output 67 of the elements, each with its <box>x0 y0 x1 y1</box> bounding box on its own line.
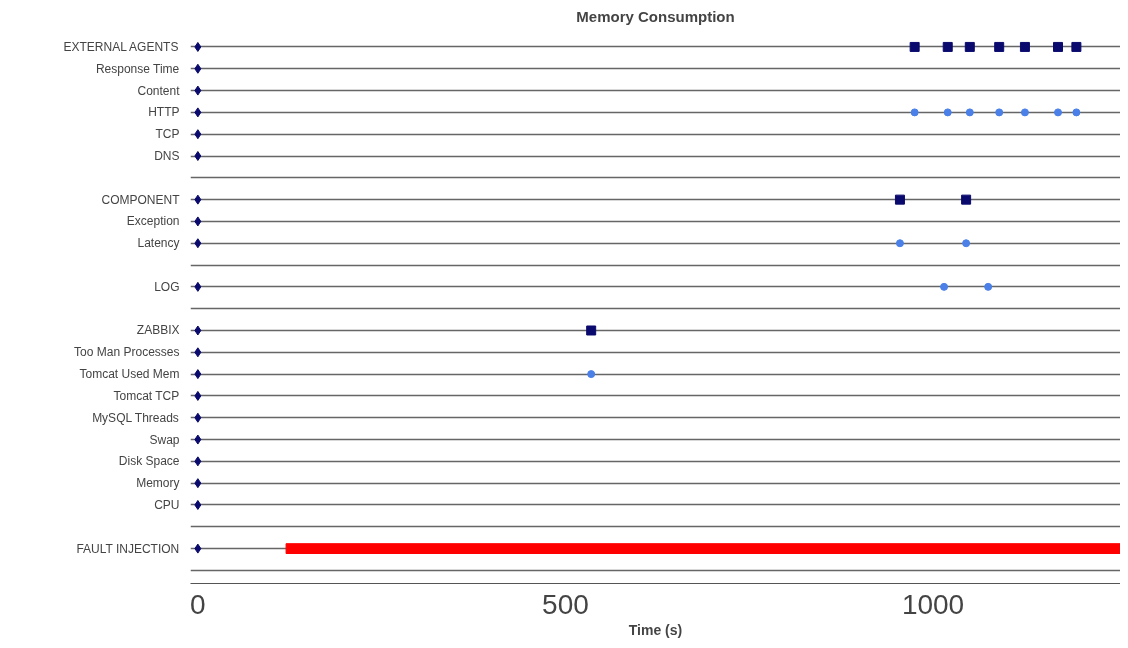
point <box>994 41 1005 52</box>
point <box>940 282 949 291</box>
y-tick-label: DNS <box>154 149 180 163</box>
point <box>194 238 202 249</box>
x-axis-title: Time (s) <box>628 621 683 638</box>
y-tick-label: Response Time <box>95 61 180 76</box>
y-tick-label: LOG <box>154 279 180 294</box>
y-tick-label: HTTP <box>148 105 180 120</box>
y-tick-label: CPU <box>154 497 180 512</box>
chart-title: Memory Consumption <box>576 7 735 25</box>
y-tick-label: MySQL Threads <box>92 410 179 425</box>
point <box>962 239 971 248</box>
point <box>895 239 904 248</box>
point <box>984 282 993 291</box>
point <box>1019 41 1030 52</box>
point <box>194 194 202 205</box>
y-tick-label: Tomcat Used Mem <box>79 367 180 382</box>
point <box>1053 41 1064 52</box>
point <box>194 63 202 74</box>
point <box>194 325 202 336</box>
point <box>194 41 202 52</box>
point <box>194 347 202 358</box>
point <box>961 194 972 205</box>
point <box>964 41 975 52</box>
point <box>1054 108 1063 117</box>
point <box>1072 108 1081 117</box>
point <box>942 41 953 52</box>
point <box>587 370 596 379</box>
y-tick-label: Tomcat TCP <box>113 388 180 403</box>
point <box>194 129 202 140</box>
y-tick-label: Content <box>137 83 181 98</box>
y-tick-label: EXTERNAL AGENTS <box>63 39 179 54</box>
point <box>194 499 202 510</box>
point <box>995 108 1004 117</box>
point <box>909 41 920 52</box>
point <box>194 85 202 96</box>
y-tick-label: Too Man Processes <box>74 345 180 360</box>
y-tick-label: Disk Space <box>118 454 180 469</box>
point <box>910 108 919 117</box>
x-tick-label: 1000 <box>901 588 965 620</box>
point <box>194 369 202 380</box>
point <box>943 108 952 117</box>
point <box>194 151 202 161</box>
point <box>1071 41 1082 52</box>
point <box>194 456 202 467</box>
y-tick-label: Latency <box>137 236 180 251</box>
point <box>194 107 202 118</box>
y-tick-label: Swap <box>149 432 180 447</box>
point <box>194 434 202 445</box>
x-tick-label: 500 <box>542 588 589 620</box>
point <box>194 543 202 554</box>
y-tick-label: FAULT INJECTION <box>76 541 180 556</box>
y-tick-label: Memory <box>136 476 180 491</box>
point <box>194 281 202 292</box>
point <box>586 325 597 336</box>
point <box>894 194 905 205</box>
point <box>965 108 974 117</box>
point <box>194 216 202 227</box>
y-tick-label: TCP <box>155 127 180 142</box>
y-tick-label: Exception <box>126 214 180 229</box>
point <box>1020 108 1029 117</box>
point <box>194 390 202 401</box>
y-tick-label: COMPONENT <box>101 192 181 207</box>
point <box>194 412 202 423</box>
point <box>194 478 202 489</box>
x-tick-label: 0 <box>190 588 206 620</box>
y-tick-label: ZABBIX <box>136 323 180 338</box>
